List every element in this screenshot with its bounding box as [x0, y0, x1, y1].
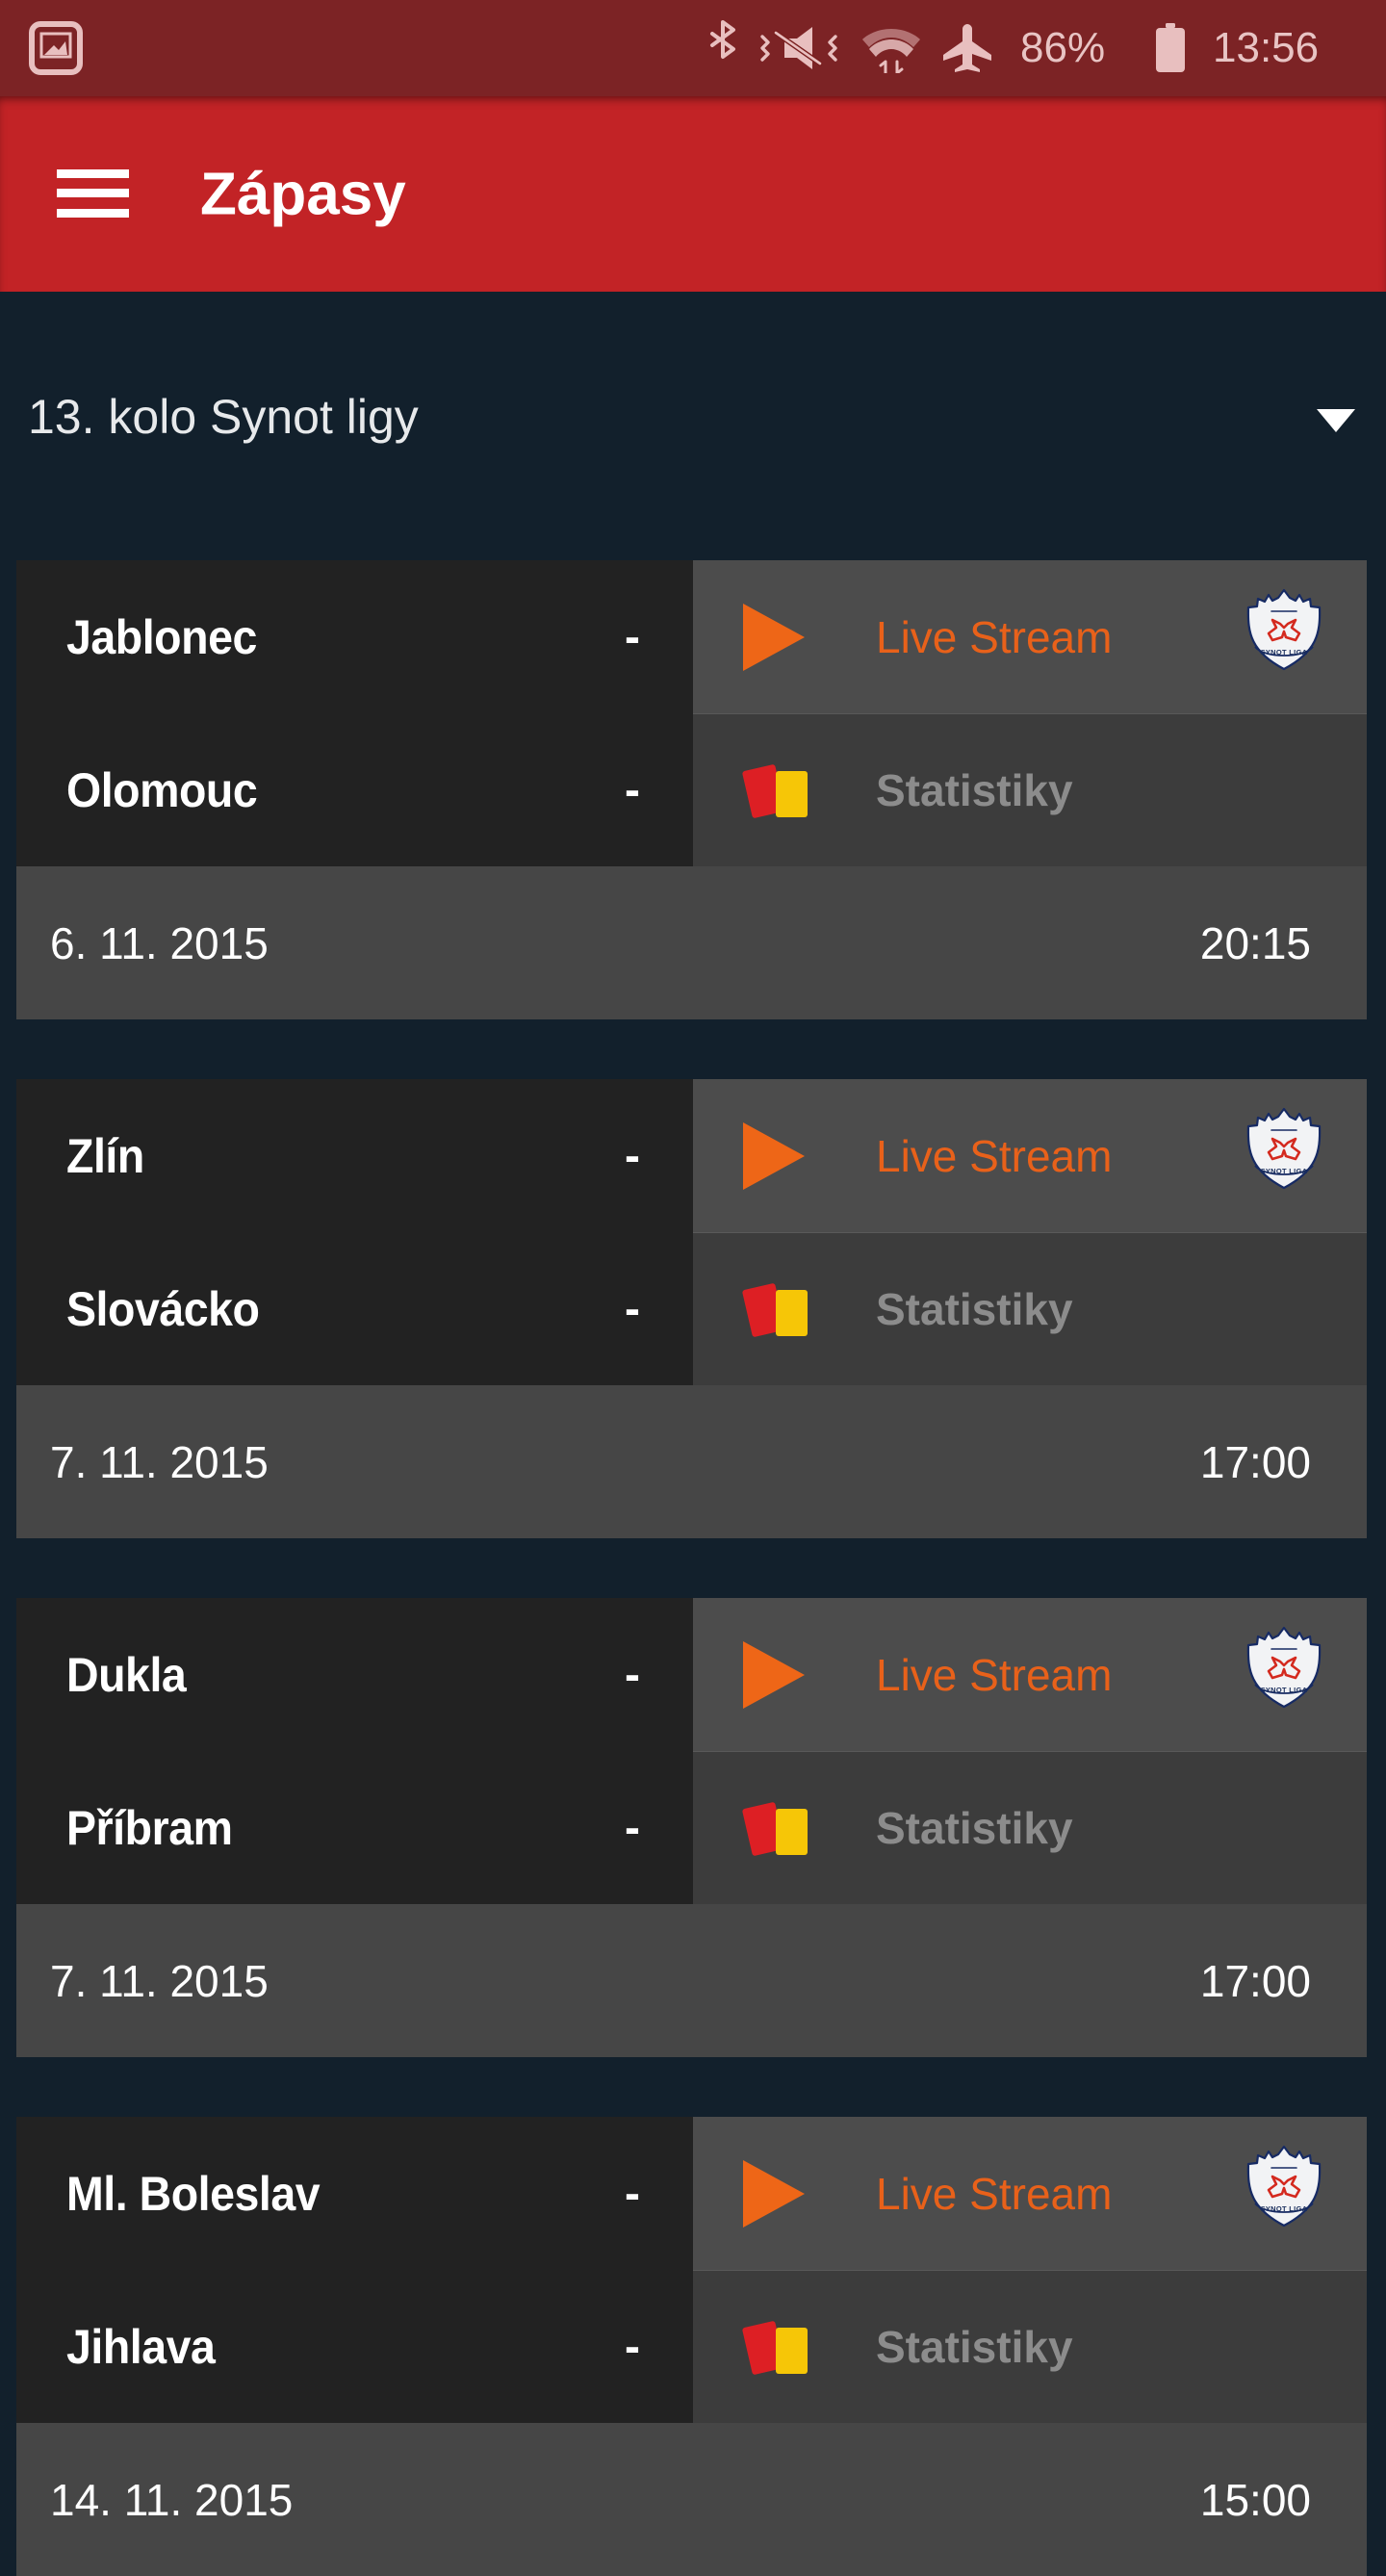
svg-text:SYNOT LIGA: SYNOT LIGA [1261, 2204, 1308, 2213]
svg-text:SYNOT LIGA: SYNOT LIGA [1261, 1686, 1308, 1694]
svg-text:SYNOT LIGA: SYNOT LIGA [1261, 648, 1308, 657]
svg-text:SYNOT LIGA: SYNOT LIGA [1261, 1167, 1308, 1175]
